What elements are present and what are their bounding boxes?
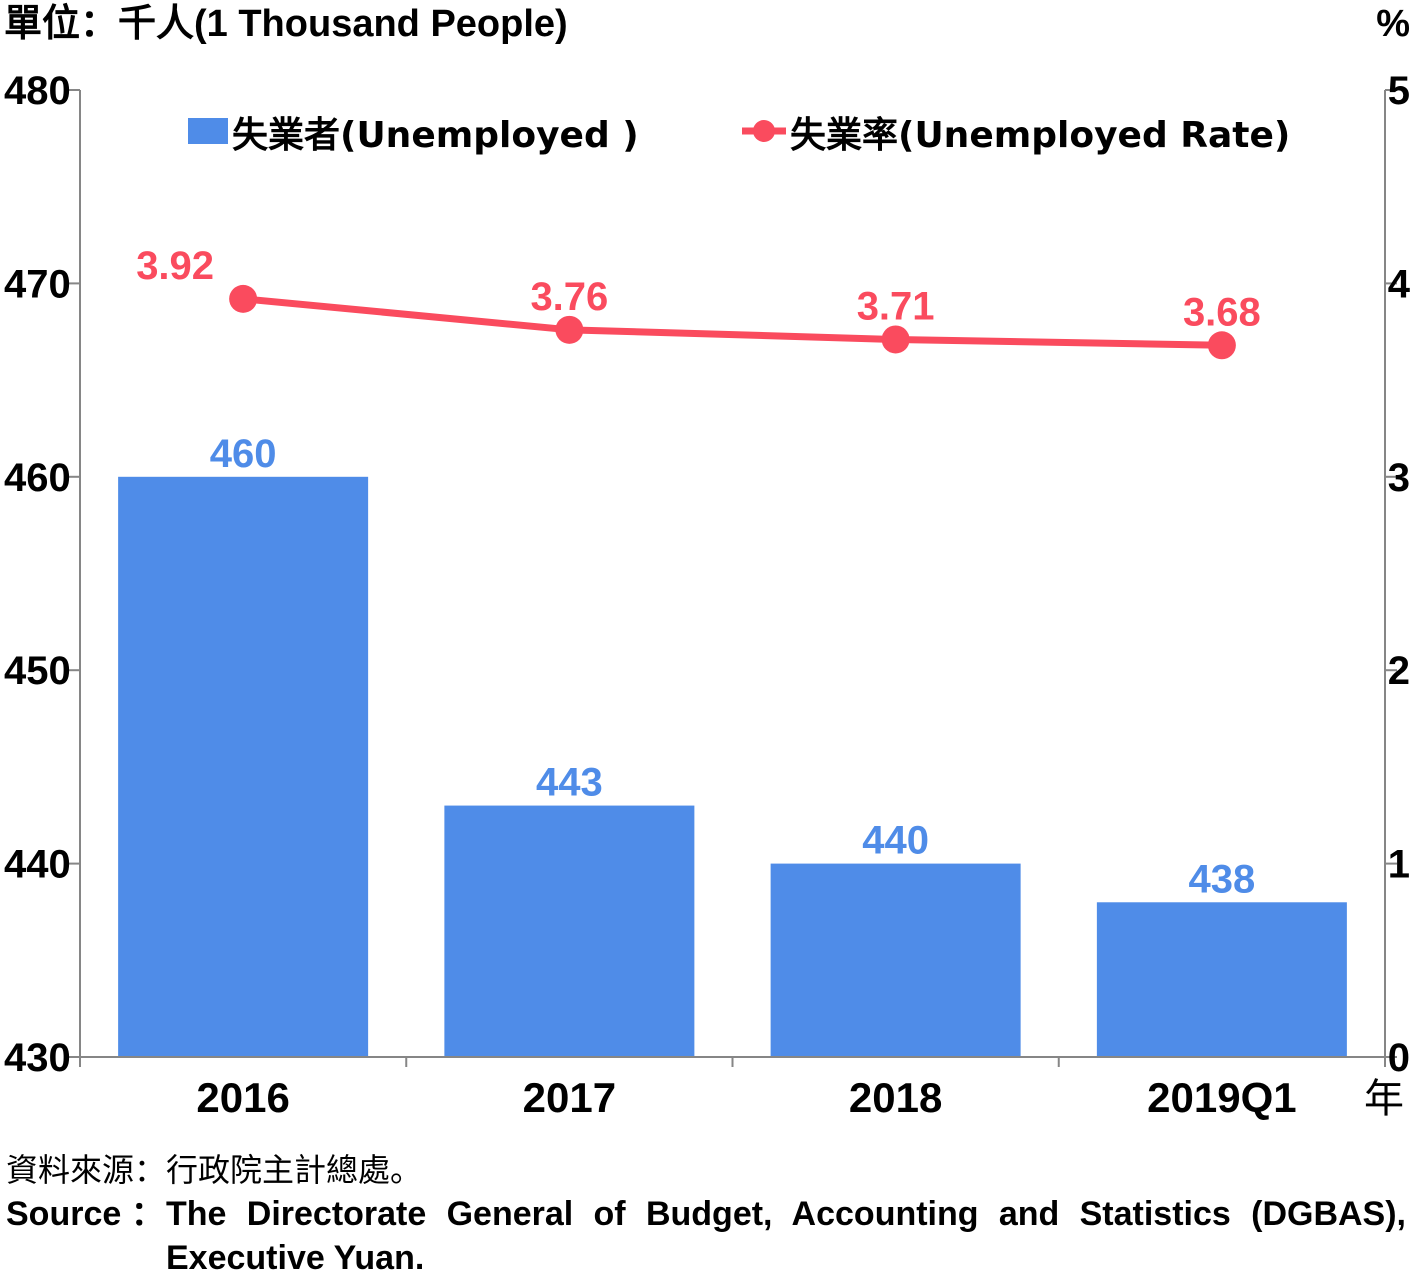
left-tick-label-460: 460	[4, 456, 71, 500]
bar-label-2019Q1: 438	[1189, 857, 1256, 901]
legend-bar-swatch	[188, 118, 228, 144]
right-tick-label-0: 0	[1388, 1036, 1410, 1080]
source-label: Source ：	[6, 1195, 165, 1233]
rate-label-2018: 3.71	[857, 284, 935, 328]
right-tick-label-3: 3	[1388, 456, 1410, 500]
left-tick-label-470: 470	[4, 262, 71, 306]
bar-label-2017: 443	[536, 761, 603, 805]
rate-line	[242, 295, 1222, 349]
bar-label-2016: 460	[210, 432, 277, 476]
rate-point-2017	[555, 315, 584, 344]
rate-label-2017: 3.76	[530, 275, 608, 319]
left-axis-title: 單位：千人(1 Thousand People)	[4, 3, 568, 45]
x-tick-label-2016: 2016	[196, 1074, 289, 1121]
x-tick-label-2019Q1: 2019Q1	[1147, 1074, 1296, 1121]
rate-point-2016	[229, 284, 258, 313]
bar-2017	[444, 805, 695, 1057]
plot-area: 430 440 450 460 470 480 0 1 2 3 4 5 2016 2017 2018 2019…	[4, 69, 1411, 1121]
right-axis-title: %	[1376, 3, 1410, 45]
left-tick-label-480: 480	[4, 69, 71, 113]
legend-bar-label: 失業者(Unemployed )	[232, 115, 639, 156]
bar-label-2018: 440	[862, 819, 929, 863]
source-english-row: Source ： The Directorate General of Budg…	[6, 1192, 1406, 1280]
x-tick-label-2018: 2018	[849, 1074, 942, 1121]
legend-line-label: 失業率(Unemployed Rate)	[790, 115, 1290, 156]
source-chinese: 資料來源：行政院主計總處。	[6, 1151, 423, 1189]
legend-line-marker	[753, 120, 775, 142]
rate-point-2018	[881, 325, 910, 354]
rate-label-2016: 3.92	[136, 244, 214, 288]
right-tick-label-4: 4	[1388, 262, 1411, 306]
right-tick-label-2: 2	[1388, 649, 1410, 693]
left-tick-label-440: 440	[4, 843, 71, 887]
rate-point-2019Q1	[1207, 331, 1236, 360]
source-english: The Directorate General of Budget, Accou…	[166, 1195, 1406, 1277]
left-tick-label-450: 450	[4, 649, 71, 693]
source-note: 資料來源：行政院主計總處。 Source ： The Directorate G…	[6, 1148, 1406, 1280]
left-tick-label-430: 430	[4, 1036, 71, 1080]
right-tick-label-1: 1	[1388, 843, 1410, 887]
bar-2018	[770, 863, 1021, 1057]
bar-2019Q1	[1096, 902, 1347, 1057]
bar-2016	[118, 476, 369, 1057]
unemployment-chart: 單位：千人(1 Thousand People) % 失業者(Unemploye…	[4, 3, 1411, 1122]
rate-label-2019Q1: 3.68	[1183, 290, 1261, 334]
x-axis-unit: 年	[1364, 1076, 1404, 1122]
legend: 失業者(Unemployed ) 失業率(Unemployed Rate)	[188, 115, 1290, 156]
x-tick-label-2017: 2017	[523, 1074, 616, 1121]
right-tick-label-5: 5	[1388, 69, 1410, 113]
